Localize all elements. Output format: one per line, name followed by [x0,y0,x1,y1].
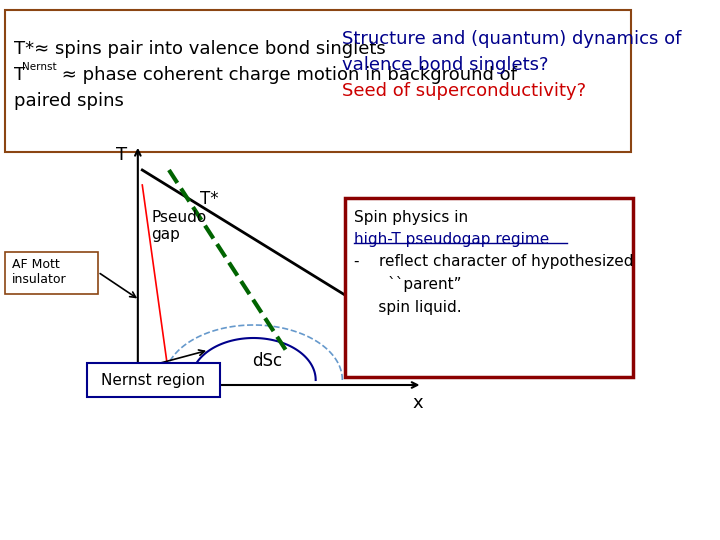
FancyBboxPatch shape [5,10,631,152]
Text: valence bond singlets?: valence bond singlets? [342,56,549,74]
Text: x: x [413,394,423,412]
Text: Spin physics in: Spin physics in [354,210,468,225]
FancyBboxPatch shape [345,198,633,377]
Text: spin liquid.: spin liquid. [354,300,462,315]
Text: T: T [14,66,25,84]
Text: ``parent”: ``parent” [354,276,462,292]
Text: Nernst: Nernst [22,62,57,72]
Text: Structure and (quantum) dynamics of: Structure and (quantum) dynamics of [342,30,682,48]
FancyBboxPatch shape [87,363,220,397]
Text: paired spins: paired spins [14,92,124,110]
Text: -    reflect character of hypothesized: - reflect character of hypothesized [354,254,634,269]
Text: high-T pseudogap regime: high-T pseudogap regime [354,232,549,247]
FancyBboxPatch shape [5,252,98,294]
Text: dSc: dSc [252,352,282,370]
Text: T*: T* [200,190,219,208]
Text: ≈ phase coherent charge motion in background of: ≈ phase coherent charge motion in backgr… [56,66,517,84]
Text: T: T [116,146,127,164]
Text: Nernst region: Nernst region [101,373,205,388]
Text: T*≈ spins pair into valence bond singlets: T*≈ spins pair into valence bond singlet… [14,40,386,58]
Text: Seed of superconductivity?: Seed of superconductivity? [342,82,587,100]
Text: AF Mott
insulator: AF Mott insulator [12,258,66,286]
Text: Pseudo
gap: Pseudo gap [151,210,207,242]
